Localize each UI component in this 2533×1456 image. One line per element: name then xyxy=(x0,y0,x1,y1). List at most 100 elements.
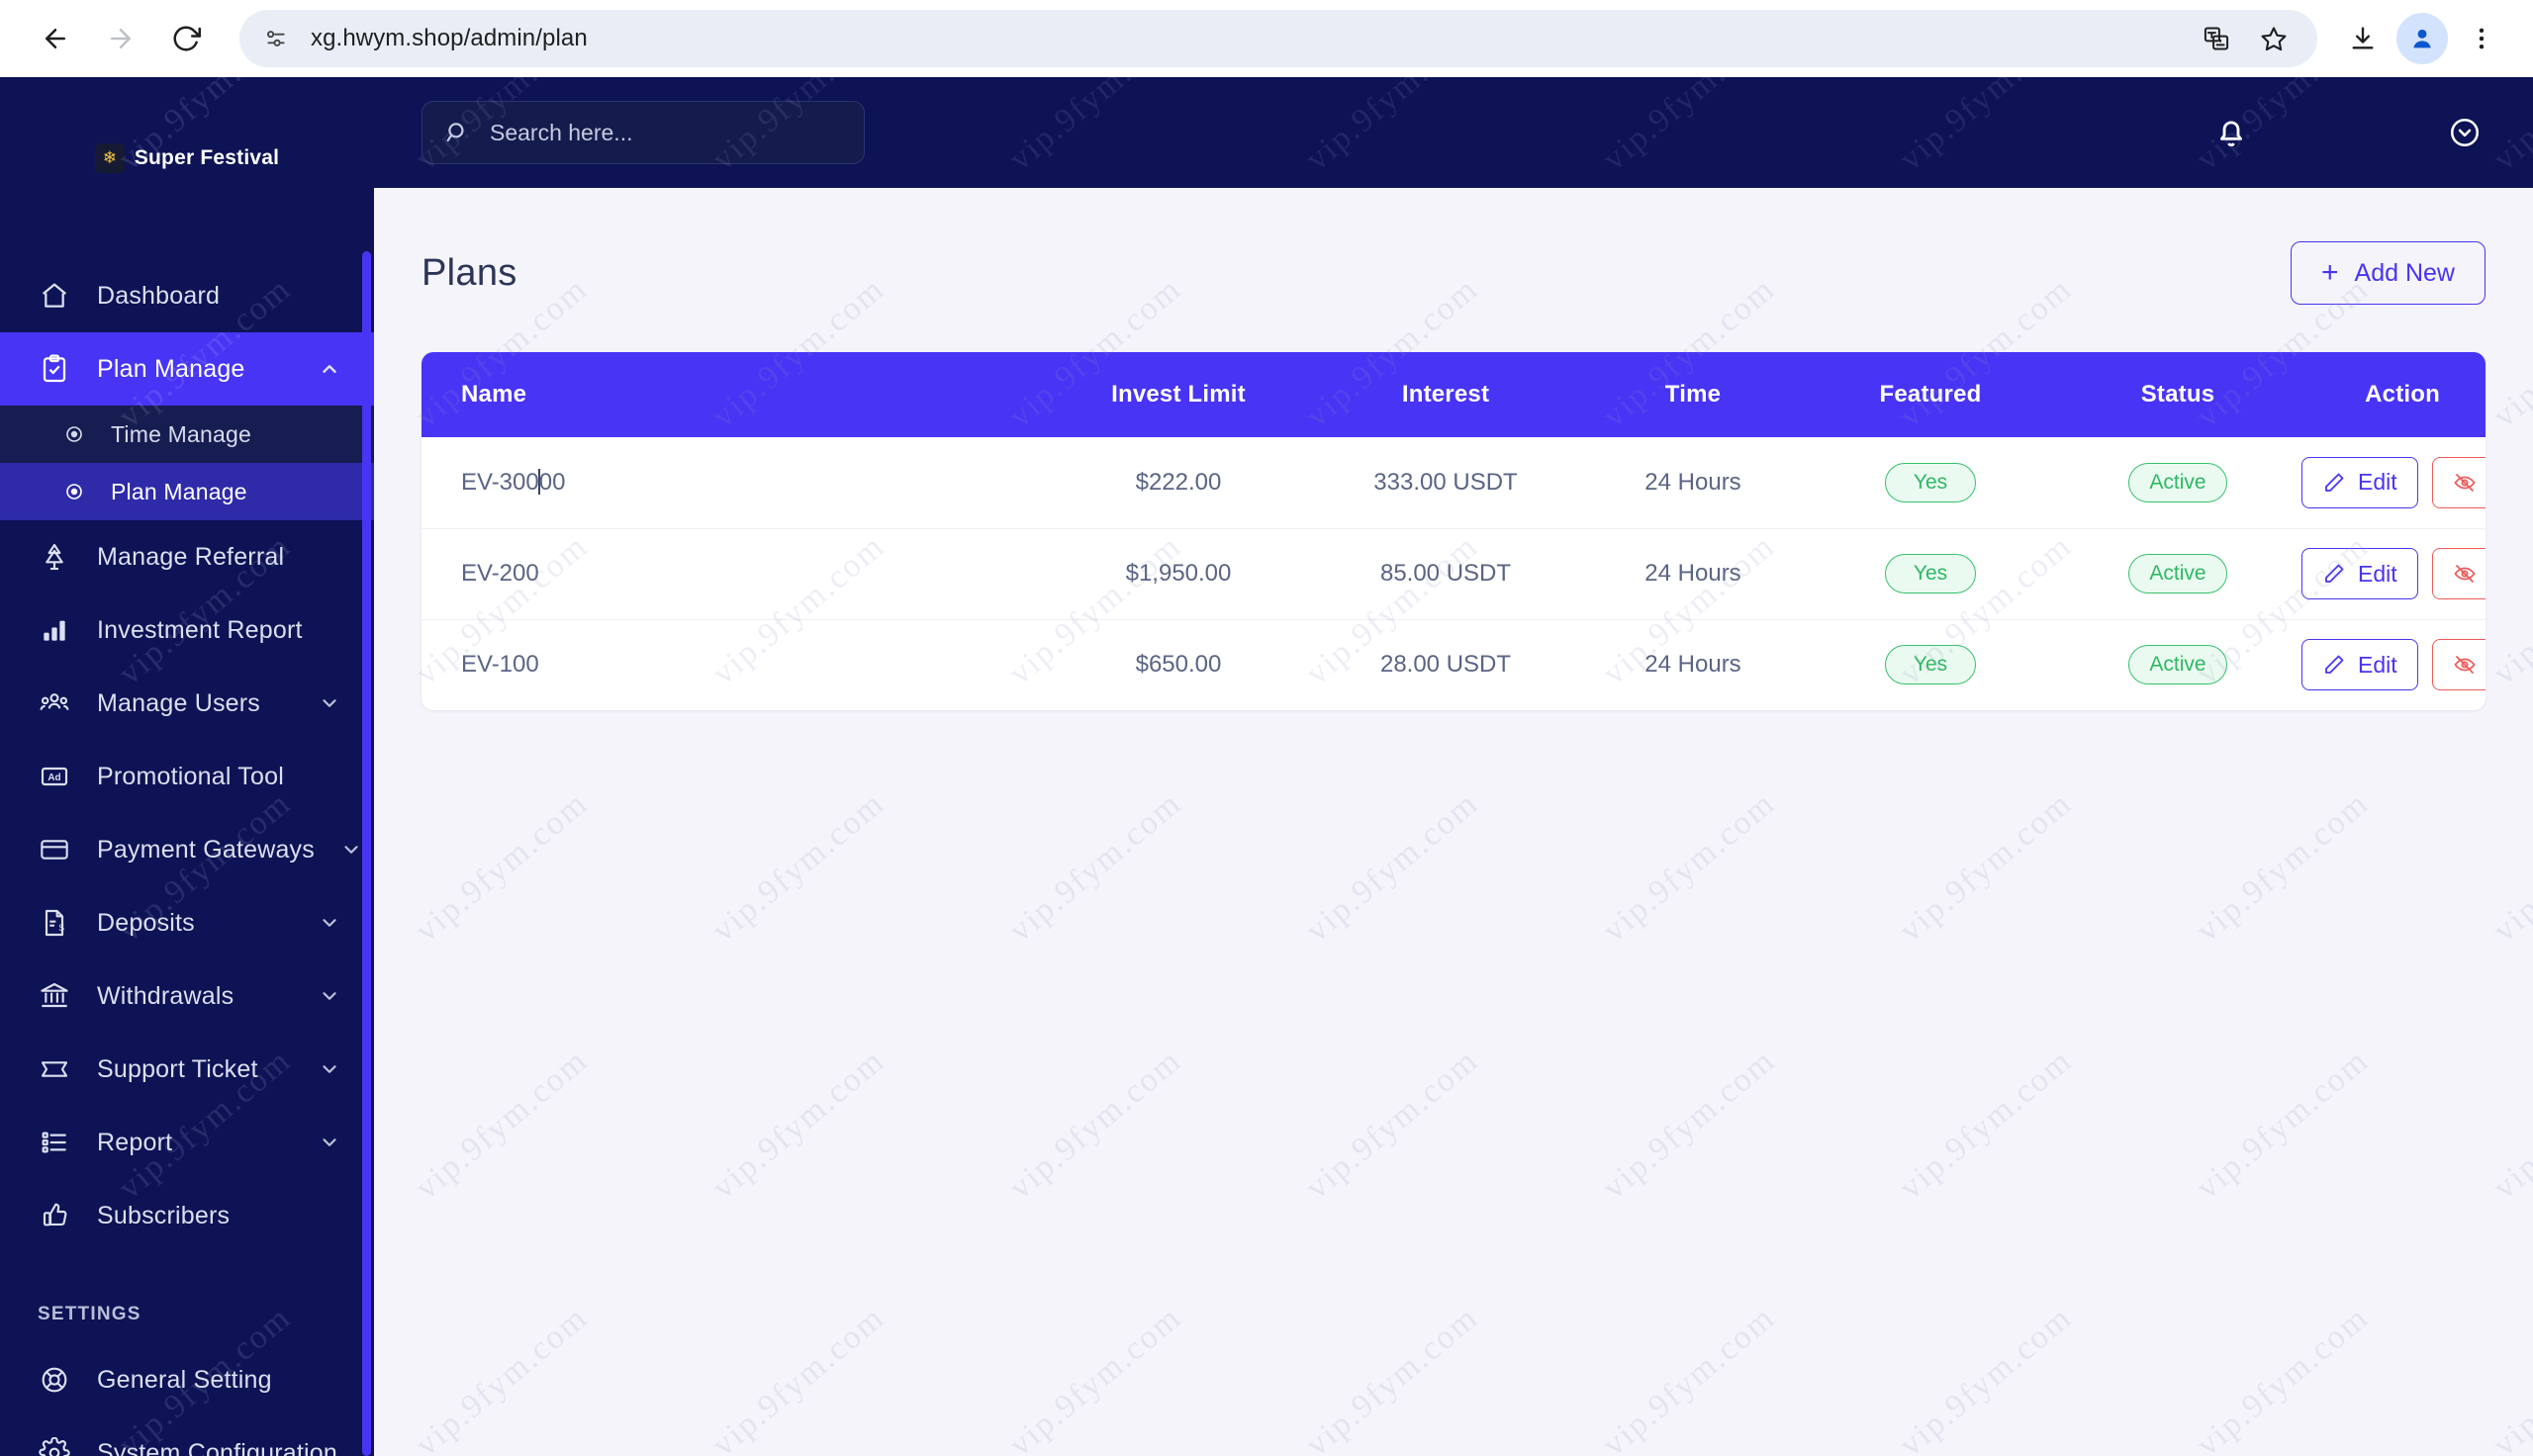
sidebar-subitem-time-manage[interactable]: Time Manage xyxy=(0,406,374,463)
bar-chart-icon xyxy=(38,613,71,647)
brand-name: Super Festival xyxy=(134,146,280,169)
disable-button[interactable]: Disable xyxy=(2431,456,2486,508)
edit-label: Edit xyxy=(2358,560,2397,587)
chevron-down-icon xyxy=(319,912,340,934)
column-header-interest[interactable]: Interest xyxy=(1312,352,1579,437)
column-header-time[interactable]: Time xyxy=(1579,352,1807,437)
app-shell: ❄ Super Festival Dashboard Plan Manage xyxy=(0,77,2533,1456)
sidebar-item-manage-users[interactable]: Manage Users xyxy=(0,667,374,740)
page-header: Plans + Add New xyxy=(422,235,2486,311)
table-row: EV-100 $650.00 28.00 USDT 24 Hours Yes A… xyxy=(422,619,2486,710)
add-new-button[interactable]: + Add New xyxy=(2291,241,2486,305)
sidebar-item-payment-gateways[interactable]: Payment Gateways xyxy=(0,813,374,886)
sidebar-item-dashboard[interactable]: Dashboard xyxy=(0,259,374,332)
cell-time: 24 Hours xyxy=(1579,437,1807,529)
chrome-menu-icon[interactable] xyxy=(2456,13,2507,64)
sidebar-item-label: Plan Manage xyxy=(97,354,245,383)
reload-button[interactable] xyxy=(156,9,216,68)
search-input[interactable]: Search here... xyxy=(422,101,865,164)
sidebar-item-label: Promotional Tool xyxy=(97,762,284,790)
translate-icon[interactable] xyxy=(2193,15,2240,62)
address-bar[interactable]: xg.hwym.shop/admin/plan xyxy=(239,10,2317,67)
browser-toolbar: xg.hwym.shop/admin/plan xyxy=(0,0,2533,77)
cell-action: Edit Disable xyxy=(2301,437,2486,529)
cell-featured: Yes xyxy=(1807,437,2054,529)
sidebar-item-support-ticket[interactable]: Support Ticket xyxy=(0,1033,374,1106)
sidebar-item-withdrawals[interactable]: Withdrawals xyxy=(0,959,374,1033)
plans-table-card: Name Invest Limit Interest Time Featured… xyxy=(422,352,2486,710)
sidebar-subitem-plan-manage[interactable]: Plan Manage xyxy=(0,463,374,520)
sidebar-item-label: Investment Report xyxy=(97,615,303,644)
edit-button[interactable]: Edit xyxy=(2301,456,2418,508)
featured-badge: Yes xyxy=(1885,462,1976,502)
disable-button[interactable]: Disable xyxy=(2431,639,2486,691)
pencil-icon xyxy=(2325,473,2344,492)
text-cursor xyxy=(537,468,540,495)
cell-interest: 28.00 USDT xyxy=(1379,651,1512,679)
sidebar-item-plan-manage[interactable]: Plan Manage xyxy=(0,332,374,406)
sidebar-item-label: Withdrawals xyxy=(97,981,235,1010)
column-header-status[interactable]: Status xyxy=(2054,352,2301,437)
svg-text:Ad: Ad xyxy=(47,773,60,783)
column-header-invest-limit[interactable]: Invest Limit xyxy=(1045,352,1312,437)
edit-button[interactable]: Edit xyxy=(2301,548,2418,599)
sidebar-item-manage-referral[interactable]: Manage Referral xyxy=(0,520,374,593)
chrome-actions xyxy=(2337,13,2507,64)
sidebar-item-label: Manage Users xyxy=(97,688,260,717)
column-header-name[interactable]: Name xyxy=(422,352,1045,437)
chevron-down-icon xyxy=(319,985,340,1007)
back-button[interactable] xyxy=(26,9,85,68)
sidebar-item-deposits[interactable]: $ Deposits xyxy=(0,886,374,959)
disable-button[interactable]: Disable xyxy=(2431,548,2486,599)
sidebar-menu: Dashboard Plan Manage Time Manage xyxy=(0,188,374,1456)
gear-icon xyxy=(38,1436,71,1456)
profile-avatar[interactable] xyxy=(2396,13,2448,64)
column-header-featured[interactable]: Featured xyxy=(1807,352,2054,437)
plan-name: EV-300 xyxy=(461,468,539,496)
sidebar-item-subscribers[interactable]: Subscribers xyxy=(0,1179,374,1252)
sidebar-section-settings: SETTINGS xyxy=(38,1304,141,1324)
site-info-icon[interactable] xyxy=(259,22,293,55)
page-title: Plans xyxy=(422,251,517,294)
bookmark-star-icon[interactable] xyxy=(2250,15,2298,62)
eye-slash-icon xyxy=(2454,565,2476,583)
plan-name-suffix: 00 xyxy=(538,468,566,496)
plus-icon: + xyxy=(2321,256,2339,289)
document-dollar-icon: $ xyxy=(38,906,71,940)
users-icon xyxy=(38,686,71,720)
ticket-icon xyxy=(38,1052,71,1086)
cell-name: EV-30000 xyxy=(422,437,1045,529)
svg-text:$: $ xyxy=(59,923,65,933)
cell-invest-limit: $222.00 xyxy=(1045,437,1312,529)
sidebar-item-label: System Configuration xyxy=(97,1438,338,1456)
brand-logo[interactable]: ❄ Super Festival xyxy=(0,77,374,188)
column-header-action: Action xyxy=(2301,352,2486,437)
sidebar-item-general-setting[interactable]: General Setting xyxy=(0,1343,374,1416)
cell-featured: Yes xyxy=(1807,528,2054,620)
sidebar-item-promotional-tool[interactable]: Ad Promotional Tool xyxy=(0,740,374,813)
sidebar-item-label: Report xyxy=(97,1128,173,1156)
sidebar: ❄ Super Festival Dashboard Plan Manage xyxy=(0,77,374,1456)
home-icon xyxy=(38,279,71,313)
sidebar-item-system-configuration[interactable]: System Configuration xyxy=(0,1416,374,1456)
forward-button[interactable] xyxy=(91,9,150,68)
radio-dot-icon xyxy=(61,421,87,447)
notification-bell-icon[interactable] xyxy=(2212,114,2250,151)
account-dropdown-icon[interactable] xyxy=(2448,116,2482,149)
chevron-down-icon xyxy=(319,692,340,714)
sidebar-item-report[interactable]: Report xyxy=(0,1106,374,1179)
search-icon xyxy=(444,119,472,146)
cell-name: EV-200 xyxy=(422,528,1045,620)
search-placeholder: Search here... xyxy=(490,119,633,145)
sidebar-item-label: Deposits xyxy=(97,908,195,937)
download-icon[interactable] xyxy=(2337,13,2389,64)
edit-button[interactable]: Edit xyxy=(2301,639,2418,691)
tree-icon xyxy=(38,540,71,574)
eye-slash-icon xyxy=(2454,473,2476,492)
featured-badge: Yes xyxy=(1885,554,1976,593)
sidebar-scrollbar[interactable] xyxy=(362,251,371,1456)
cell-time: 24 Hours xyxy=(1579,528,1807,620)
sidebar-item-investment-report[interactable]: Investment Report xyxy=(0,593,374,667)
cell-invest-limit: $1,950.00 xyxy=(1045,528,1312,620)
credit-card-icon xyxy=(38,833,71,866)
